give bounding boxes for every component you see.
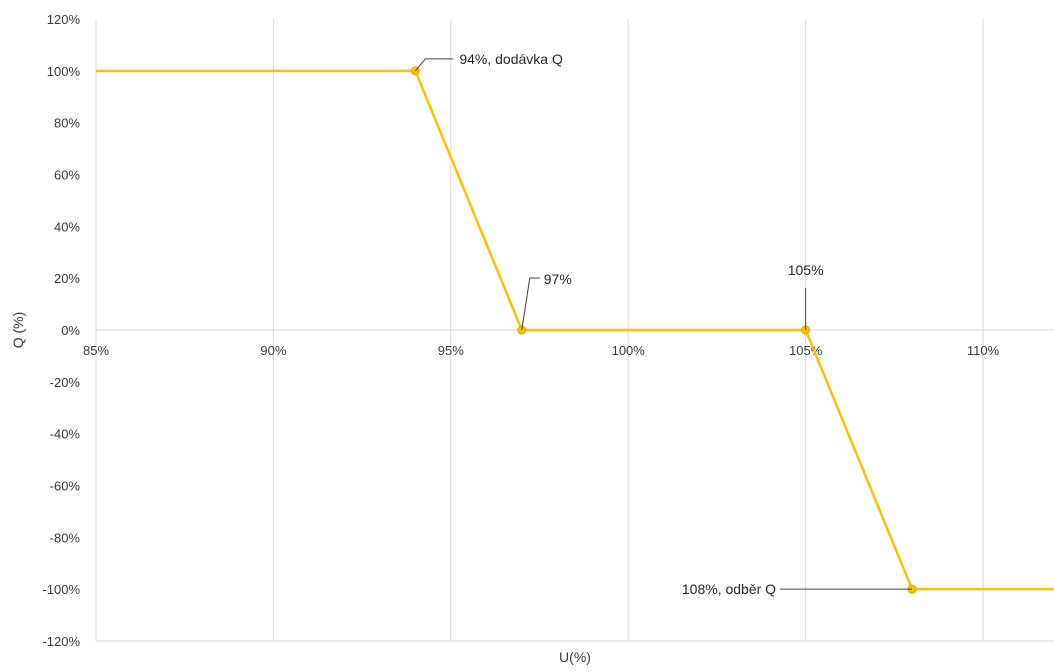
y-tick-label: 60% [54,168,80,183]
x-tick-label: 85% [83,343,109,358]
annotation-label: 105% [788,262,824,278]
x-axis-title: U(%) [559,649,591,665]
y-tick-label: -20% [50,375,81,390]
y-tick-label: 20% [54,271,80,286]
y-tick-label: -60% [50,479,81,494]
annotation-leader-line [521,277,540,331]
x-tick-label: 110% [967,343,1000,358]
annotation-leader-line [414,58,454,72]
series-line [96,69,1054,591]
annotation-label: 97% [544,271,572,287]
y-tick-label: 100% [47,64,81,79]
y-tick-label: -80% [50,530,81,545]
y-tick-label: 120% [47,12,81,27]
x-tick-label: 90% [260,343,286,358]
y-tick-label: 0% [61,323,80,338]
annotations: 94%, dodávka Q 97% 105% 108%, odběr Q [414,51,913,597]
y-tick-label: -40% [50,427,81,442]
annotation-label: 108%, odběr Q [682,581,776,597]
y-tick-label: -100% [42,582,80,597]
x-tick-label: 100% [612,343,646,358]
x-tick-label: 95% [438,343,464,358]
x-tick-label: 105% [789,343,823,358]
y-axis-title: Q (%) [10,312,26,349]
y-tick-label: -120% [42,634,80,649]
y-tick-label: 40% [54,219,80,234]
y-tick-label: 80% [54,116,80,131]
annotation-label: 94%, dodávka Q [459,51,563,67]
